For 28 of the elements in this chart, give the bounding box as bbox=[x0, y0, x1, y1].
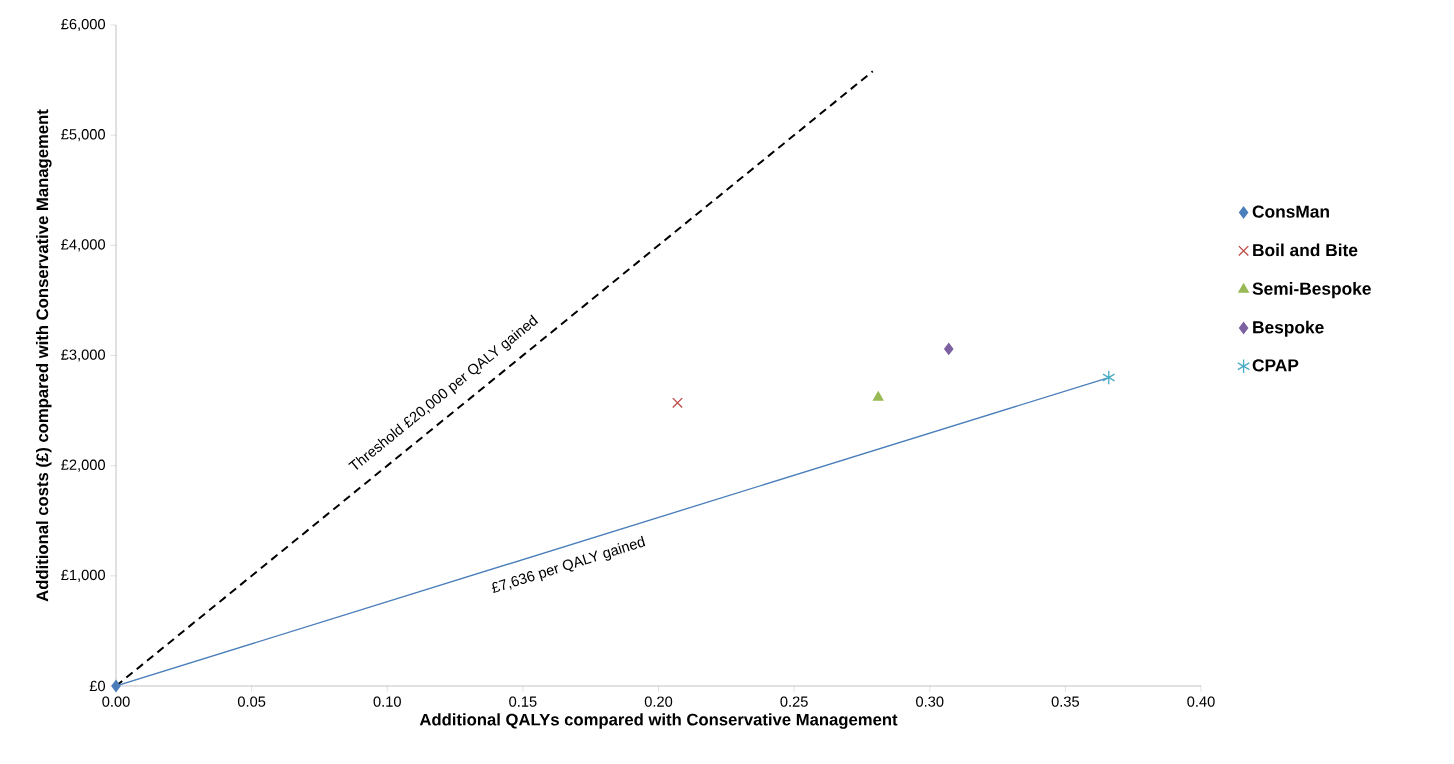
y-tick-label: £4,000 bbox=[61, 239, 106, 252]
x-tick-label: 0.25 bbox=[780, 696, 808, 707]
y-tick-label: £6,000 bbox=[61, 18, 106, 32]
legend-label: Boil and Bite bbox=[1253, 243, 1358, 257]
x-tick-label: 0.30 bbox=[916, 696, 944, 707]
x-tick-label: 0.40 bbox=[1187, 696, 1215, 707]
x-tick-label: 0.20 bbox=[644, 696, 673, 707]
y-tick-label: £1,000 bbox=[61, 569, 106, 582]
legend-label: ConsMan bbox=[1252, 205, 1329, 218]
x-tick-label: 0.35 bbox=[1051, 696, 1080, 707]
point bbox=[944, 342, 954, 355]
y-tick-label: £3,000 bbox=[61, 349, 106, 362]
x-tick-label: 0.05 bbox=[237, 696, 266, 707]
legend-label: Semi-Bespoke bbox=[1252, 282, 1371, 299]
y-axis-title: Additional costs (£) compared with Conservative Management bbox=[35, 109, 52, 602]
legend-label: Bespoke bbox=[1253, 320, 1324, 337]
x-axis-title: Additional QALYs compared with Conservative Management bbox=[419, 713, 898, 729]
point bbox=[1102, 370, 1116, 385]
x-tick-label: 0.15 bbox=[509, 696, 537, 707]
point bbox=[111, 679, 121, 692]
y-tick-label: £2,000 bbox=[61, 459, 106, 472]
y-tick-label: £0 bbox=[89, 680, 106, 692]
y-tick-label: £5,000 bbox=[61, 129, 106, 142]
x-tick-label: 0.10 bbox=[373, 696, 401, 707]
point bbox=[672, 397, 683, 409]
x-tick-label: 0.00 bbox=[102, 696, 130, 707]
point bbox=[872, 391, 884, 401]
legend-label: CPAP bbox=[1252, 359, 1299, 372]
